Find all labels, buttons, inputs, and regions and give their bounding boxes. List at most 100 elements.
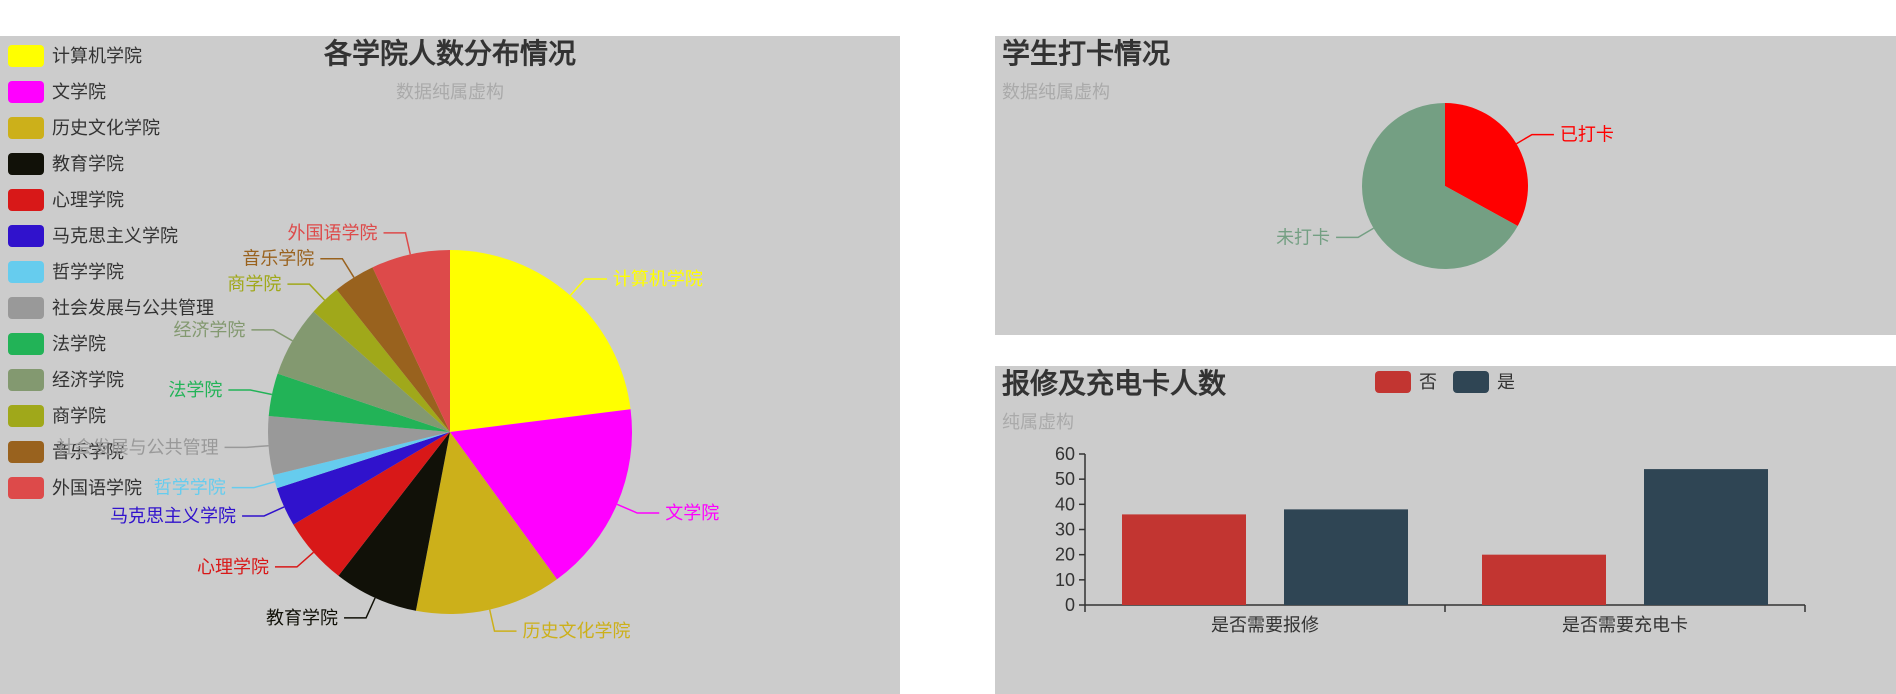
checkin-leader-item-1 bbox=[1336, 227, 1374, 239]
college-slice-item-6[interactable] bbox=[273, 432, 450, 489]
college-legend-swatch-item-7[interactable] bbox=[8, 297, 44, 319]
bar-x-tick-label-item-1: 是否需要充电卡 bbox=[1562, 615, 1688, 635]
bar-item-0-item-1[interactable] bbox=[1482, 554, 1606, 605]
college-legend-swatch-item-8[interactable] bbox=[8, 333, 44, 355]
college-label-item-12: 外国语学院 bbox=[287, 223, 377, 243]
college-legend-swatch-item-12[interactable] bbox=[8, 477, 44, 499]
college-legend-swatch-item-4[interactable] bbox=[8, 189, 44, 211]
bar-y-tick-label-item-3: 30 bbox=[1055, 520, 1075, 540]
college-leader-item-6 bbox=[231, 480, 276, 489]
bar-y-tick-label-item-0: 0 bbox=[1065, 595, 1075, 615]
college-legend-label-item-9[interactable]: 经济学院 bbox=[52, 370, 124, 390]
checkin-chart-subtitle: 数据纯属虚构 bbox=[1002, 82, 1110, 102]
checkin-label-item-0: 已打卡 bbox=[1560, 125, 1614, 145]
bar-y-tick-label-item-2: 20 bbox=[1055, 545, 1075, 565]
bar-item-1-item-1[interactable] bbox=[1644, 469, 1768, 605]
college-legend-label-item-7[interactable]: 社会发展与公共管理 bbox=[52, 298, 214, 318]
bar-legend-label-item-1[interactable]: 是 bbox=[1497, 372, 1515, 392]
college-legend-swatch-item-11[interactable] bbox=[8, 441, 44, 463]
college-legend-label-item-2[interactable]: 历史文化学院 bbox=[52, 118, 160, 138]
bar-y-tick-label-item-5: 50 bbox=[1055, 469, 1075, 489]
college-legend-swatch-item-1[interactable] bbox=[8, 81, 44, 103]
college-chart-title: 各学院人数分布情况 bbox=[323, 37, 576, 69]
college-legend-label-item-3[interactable]: 教育学院 bbox=[52, 154, 124, 174]
college-label-item-11: 音乐学院 bbox=[242, 249, 314, 269]
college-legend-swatch-item-5[interactable] bbox=[8, 225, 44, 247]
college-leader-item-8 bbox=[228, 389, 273, 396]
bar-item-0-item-0[interactable] bbox=[1122, 514, 1246, 605]
college-legend-swatch-item-10[interactable] bbox=[8, 405, 44, 427]
college-legend-label-item-4[interactable]: 心理学院 bbox=[52, 190, 124, 210]
college-leader-item-7 bbox=[224, 444, 269, 449]
college-slice-item-7[interactable] bbox=[268, 416, 450, 476]
college-legend-label-item-11[interactable]: 音乐学院 bbox=[52, 442, 124, 462]
checkin-slice-item-1[interactable] bbox=[1362, 103, 1518, 269]
bar-y-tick-label-item-6: 60 bbox=[1055, 444, 1075, 464]
college-slice-item-9[interactable] bbox=[277, 311, 450, 432]
college-leader-item-5 bbox=[242, 506, 285, 517]
college-label-item-9: 经济学院 bbox=[173, 320, 245, 340]
college-legend-swatch-item-3[interactable] bbox=[8, 153, 44, 175]
college-legend-swatch-item-6[interactable] bbox=[8, 261, 44, 283]
college-legend-label-item-6[interactable]: 哲学学院 bbox=[52, 262, 124, 282]
college-distribution-panel: 各学院人数分布情况 数据纯属虚构 计算机学院 文学院 历史文化学院 教育学院 心理学院马… bbox=[0, 36, 900, 694]
college-label-item-5: 马克思主义学院 bbox=[110, 506, 236, 526]
college-slice-item-5[interactable] bbox=[276, 432, 450, 525]
college-leader-item-4 bbox=[274, 551, 314, 568]
repair-card-panel: 报修及充电卡人数 纯属虚构 否 是 0 10 20 30 40 50 60 是否需要报修 是否需要… bbox=[995, 366, 1896, 694]
college-leader-item-2 bbox=[488, 609, 517, 632]
bar-x-tick-label-item-0: 是否需要报修 bbox=[1211, 615, 1319, 635]
repair-card-bar-chart: 报修及充电卡人数 纯属虚构 否 是 0 10 20 30 40 50 60 是否需要报修 是否需要… bbox=[1002, 367, 1806, 635]
checkin-leader-item-0 bbox=[1516, 133, 1554, 145]
college-label-item-4: 心理学院 bbox=[197, 557, 269, 577]
college-legend-swatch-item-2[interactable] bbox=[8, 117, 44, 139]
college-leader-item-9 bbox=[251, 329, 293, 342]
checkin-label-item-1: 未打卡 bbox=[1276, 227, 1330, 247]
college-leader-item-1 bbox=[616, 503, 660, 514]
college-legend-label-item-1[interactable]: 文学院 bbox=[52, 82, 106, 102]
checkin-slice-item-0[interactable] bbox=[1445, 103, 1528, 226]
college-slice-item-12[interactable] bbox=[372, 250, 450, 432]
college-leader-item-11 bbox=[320, 257, 355, 278]
bar-legend-swatch-item-0[interactable] bbox=[1375, 371, 1411, 393]
college-slice-item-11[interactable] bbox=[336, 267, 450, 432]
bar-item-1-item-0[interactable] bbox=[1284, 509, 1408, 605]
college-label-item-10: 商学院 bbox=[227, 274, 281, 294]
college-leader-item-12 bbox=[383, 232, 412, 255]
college-slice-item-8[interactable] bbox=[268, 373, 450, 432]
college-chart-subtitle: 数据纯属虚构 bbox=[396, 82, 504, 102]
bar-legend-label-item-0[interactable]: 否 bbox=[1419, 372, 1437, 392]
college-label-item-8: 法学院 bbox=[168, 380, 222, 400]
bar-chart-title: 报修及充电卡人数 bbox=[1002, 367, 1227, 399]
bar-legend-swatch-item-1[interactable] bbox=[1453, 371, 1489, 393]
college-label-item-7: 社会发展与公共管理 bbox=[57, 437, 219, 457]
college-leader-item-10 bbox=[287, 283, 326, 301]
bar-y-tick-label-item-1: 10 bbox=[1055, 570, 1075, 590]
checkin-panel: 学生打卡情况 数据纯属虚构 已打卡未打卡 bbox=[995, 36, 1896, 335]
college-legend-label-item-10[interactable]: 商学院 bbox=[52, 406, 106, 426]
college-legend-label-item-8[interactable]: 法学院 bbox=[52, 334, 106, 354]
college-legend-swatch-item-0[interactable] bbox=[8, 45, 44, 67]
bar-chart-subtitle: 纯属虚构 bbox=[1002, 412, 1074, 432]
college-legend-label-item-12[interactable]: 外国语学院 bbox=[52, 478, 142, 498]
checkin-chart-title: 学生打卡情况 bbox=[1002, 37, 1170, 69]
college-slice-item-3[interactable] bbox=[338, 432, 450, 611]
college-legend-label-item-5[interactable]: 马克思主义学院 bbox=[52, 226, 178, 246]
college-slice-item-1[interactable] bbox=[450, 409, 632, 580]
college-leader-item-0 bbox=[569, 278, 607, 296]
college-slice-item-0[interactable] bbox=[450, 250, 631, 432]
college-leader-item-3 bbox=[344, 597, 376, 619]
college-legend-label-item-0[interactable]: 计算机学院 bbox=[52, 46, 142, 66]
bar-y-tick-label-item-4: 40 bbox=[1055, 494, 1075, 514]
college-slice-item-2[interactable] bbox=[415, 432, 557, 615]
college-label-item-1: 文学院 bbox=[665, 503, 719, 523]
college-pie-chart: 各学院人数分布情况 数据纯属虚构 计算机学院文学院历史文化学院教育学院心理学院马… bbox=[8, 37, 719, 641]
college-slice-item-10[interactable] bbox=[313, 289, 450, 432]
college-label-item-6: 哲学学院 bbox=[154, 478, 226, 498]
college-legend-swatch-item-9[interactable] bbox=[8, 369, 44, 391]
college-label-item-0: 计算机学院 bbox=[613, 269, 703, 289]
college-label-item-3: 教育学院 bbox=[266, 608, 338, 628]
college-slice-item-4[interactable] bbox=[293, 432, 450, 576]
college-label-item-2: 历史文化学院 bbox=[523, 621, 631, 641]
